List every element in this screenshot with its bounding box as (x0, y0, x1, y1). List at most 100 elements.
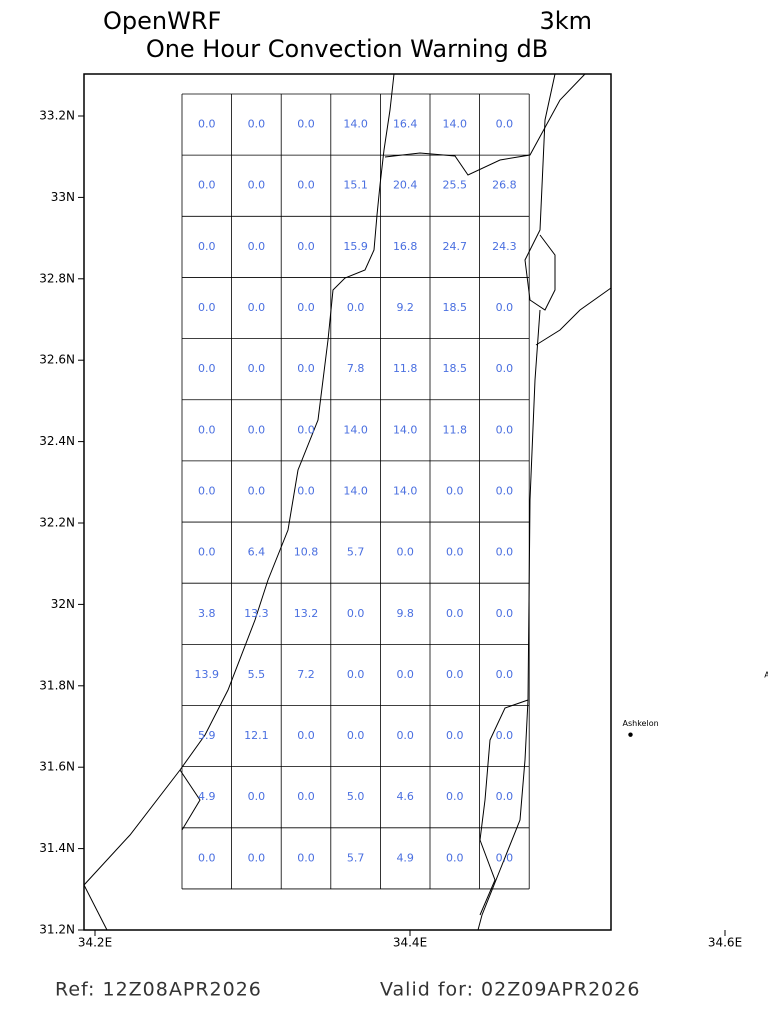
y-tick-label: 32.6N (39, 353, 75, 367)
cell-value: 0.0 (198, 546, 216, 559)
cell-value: 9.8 (396, 607, 414, 620)
cell-value: 5.5 (248, 668, 266, 681)
ref-time: Ref: 12Z08APR2026 (55, 979, 262, 1001)
cell-value: 0.0 (496, 484, 514, 497)
cell-value: 13.9 (195, 668, 220, 681)
cell-value: 0.0 (198, 301, 216, 314)
cell-value: 13.3 (244, 607, 269, 620)
y-tick-label: 31.6N (39, 760, 75, 774)
cell-value: 0.0 (347, 607, 365, 620)
coastline (83, 73, 395, 886)
cell-value: 0.0 (248, 423, 266, 436)
cell-value: 0.0 (248, 301, 266, 314)
cell-value: 0.0 (248, 790, 266, 803)
cell-value: 13.2 (294, 607, 319, 620)
cell-value: 0.0 (446, 851, 464, 864)
border (524, 73, 556, 311)
cell-value: 24.3 (492, 240, 517, 253)
title: OpenWRF (103, 7, 221, 35)
cell-value: 0.0 (496, 423, 514, 436)
cell-value: 14.0 (343, 118, 368, 131)
city-label: Ashdod (764, 670, 768, 679)
cell-value: 0.0 (198, 240, 216, 253)
border (384, 73, 586, 176)
cell-value: 0.0 (198, 179, 216, 192)
cell-value: 18.5 (443, 362, 468, 375)
cell-value: 14.0 (393, 423, 418, 436)
cell-value: 0.0 (248, 118, 266, 131)
cell-value: 0.0 (297, 484, 315, 497)
cell-value: 0.0 (446, 729, 464, 742)
cell-value: 0.0 (496, 546, 514, 559)
cell-value: 15.9 (343, 240, 368, 253)
cell-value: 0.0 (446, 546, 464, 559)
y-tick-label: 32.4N (39, 434, 75, 448)
cell-value: 0.0 (496, 668, 514, 681)
cell-value: 10.8 (294, 546, 319, 559)
y-tick-label: 32N (51, 597, 75, 611)
cell-value: 4.9 (396, 851, 414, 864)
cell-value: 14.0 (343, 484, 368, 497)
resolution: 3km (539, 7, 592, 35)
cell-value: 5.0 (347, 790, 365, 803)
cell-value: 0.0 (347, 729, 365, 742)
cell-value: 0.0 (198, 362, 216, 375)
cell-value: 6.4 (248, 546, 266, 559)
city-label: Ashkelon (623, 719, 659, 728)
cell-value: 0.0 (446, 484, 464, 497)
cell-value: 0.0 (496, 301, 514, 314)
border (535, 287, 612, 346)
cell-value: 0.0 (198, 423, 216, 436)
cell-value: 0.0 (446, 790, 464, 803)
cell-value: 3.8 (198, 607, 216, 620)
cell-value: 0.0 (297, 179, 315, 192)
border (83, 884, 108, 931)
cell-value: 16.4 (393, 118, 418, 131)
cell-value: 15.1 (343, 179, 368, 192)
y-tick-label: 33.2N (39, 109, 75, 123)
y-tick-label: 31.2N (39, 923, 75, 937)
cell-value: 0.0 (396, 546, 414, 559)
cell-value: 5.9 (198, 729, 216, 742)
city-dot (628, 732, 633, 737)
cell-value: 0.0 (297, 240, 315, 253)
cell-value: 0.0 (248, 179, 266, 192)
border (179, 769, 201, 831)
cell-value: 0.0 (198, 118, 216, 131)
x-tick-label: 34.2E (78, 936, 112, 950)
cell-value: 14.0 (443, 118, 468, 131)
cell-value: 0.0 (248, 484, 266, 497)
cell-value: 16.8 (393, 240, 418, 253)
cell-value: 14.0 (393, 484, 418, 497)
cell-value: 0.0 (347, 301, 365, 314)
frame (83, 73, 612, 931)
cell-value: 0.0 (297, 423, 315, 436)
cell-value: 11.8 (443, 423, 468, 436)
cell-value: 0.0 (446, 668, 464, 681)
cell-value: 0.0 (297, 790, 315, 803)
y-tick-label: 32.8N (39, 271, 75, 285)
cell-value: 26.8 (492, 179, 517, 192)
cell-value: 0.0 (297, 118, 315, 131)
cell-value: 0.0 (446, 607, 464, 620)
y-tick-label: 33N (51, 190, 75, 204)
cell-value: 4.9 (198, 790, 216, 803)
cell-value: 0.0 (496, 851, 514, 864)
cell-value: 7.8 (347, 362, 365, 375)
cell-value: 4.6 (396, 790, 414, 803)
y-tick-label: 32.2N (39, 516, 75, 530)
cell-value: 0.0 (198, 851, 216, 864)
cell-value: 20.4 (393, 179, 418, 192)
cell-value: 0.0 (248, 851, 266, 864)
cell-value: 0.0 (396, 729, 414, 742)
cell-value: 5.7 (347, 546, 365, 559)
geography (83, 73, 612, 931)
cell-value: 0.0 (248, 240, 266, 253)
cell-value: 5.7 (347, 851, 365, 864)
x-tick-label: 34.6E (708, 936, 742, 950)
valid-time: Valid for: 02Z09APR2026 (380, 979, 640, 1001)
cell-value: 7.2 (297, 668, 315, 681)
cell-value: 12.1 (244, 729, 269, 742)
cell-value: 0.0 (496, 362, 514, 375)
